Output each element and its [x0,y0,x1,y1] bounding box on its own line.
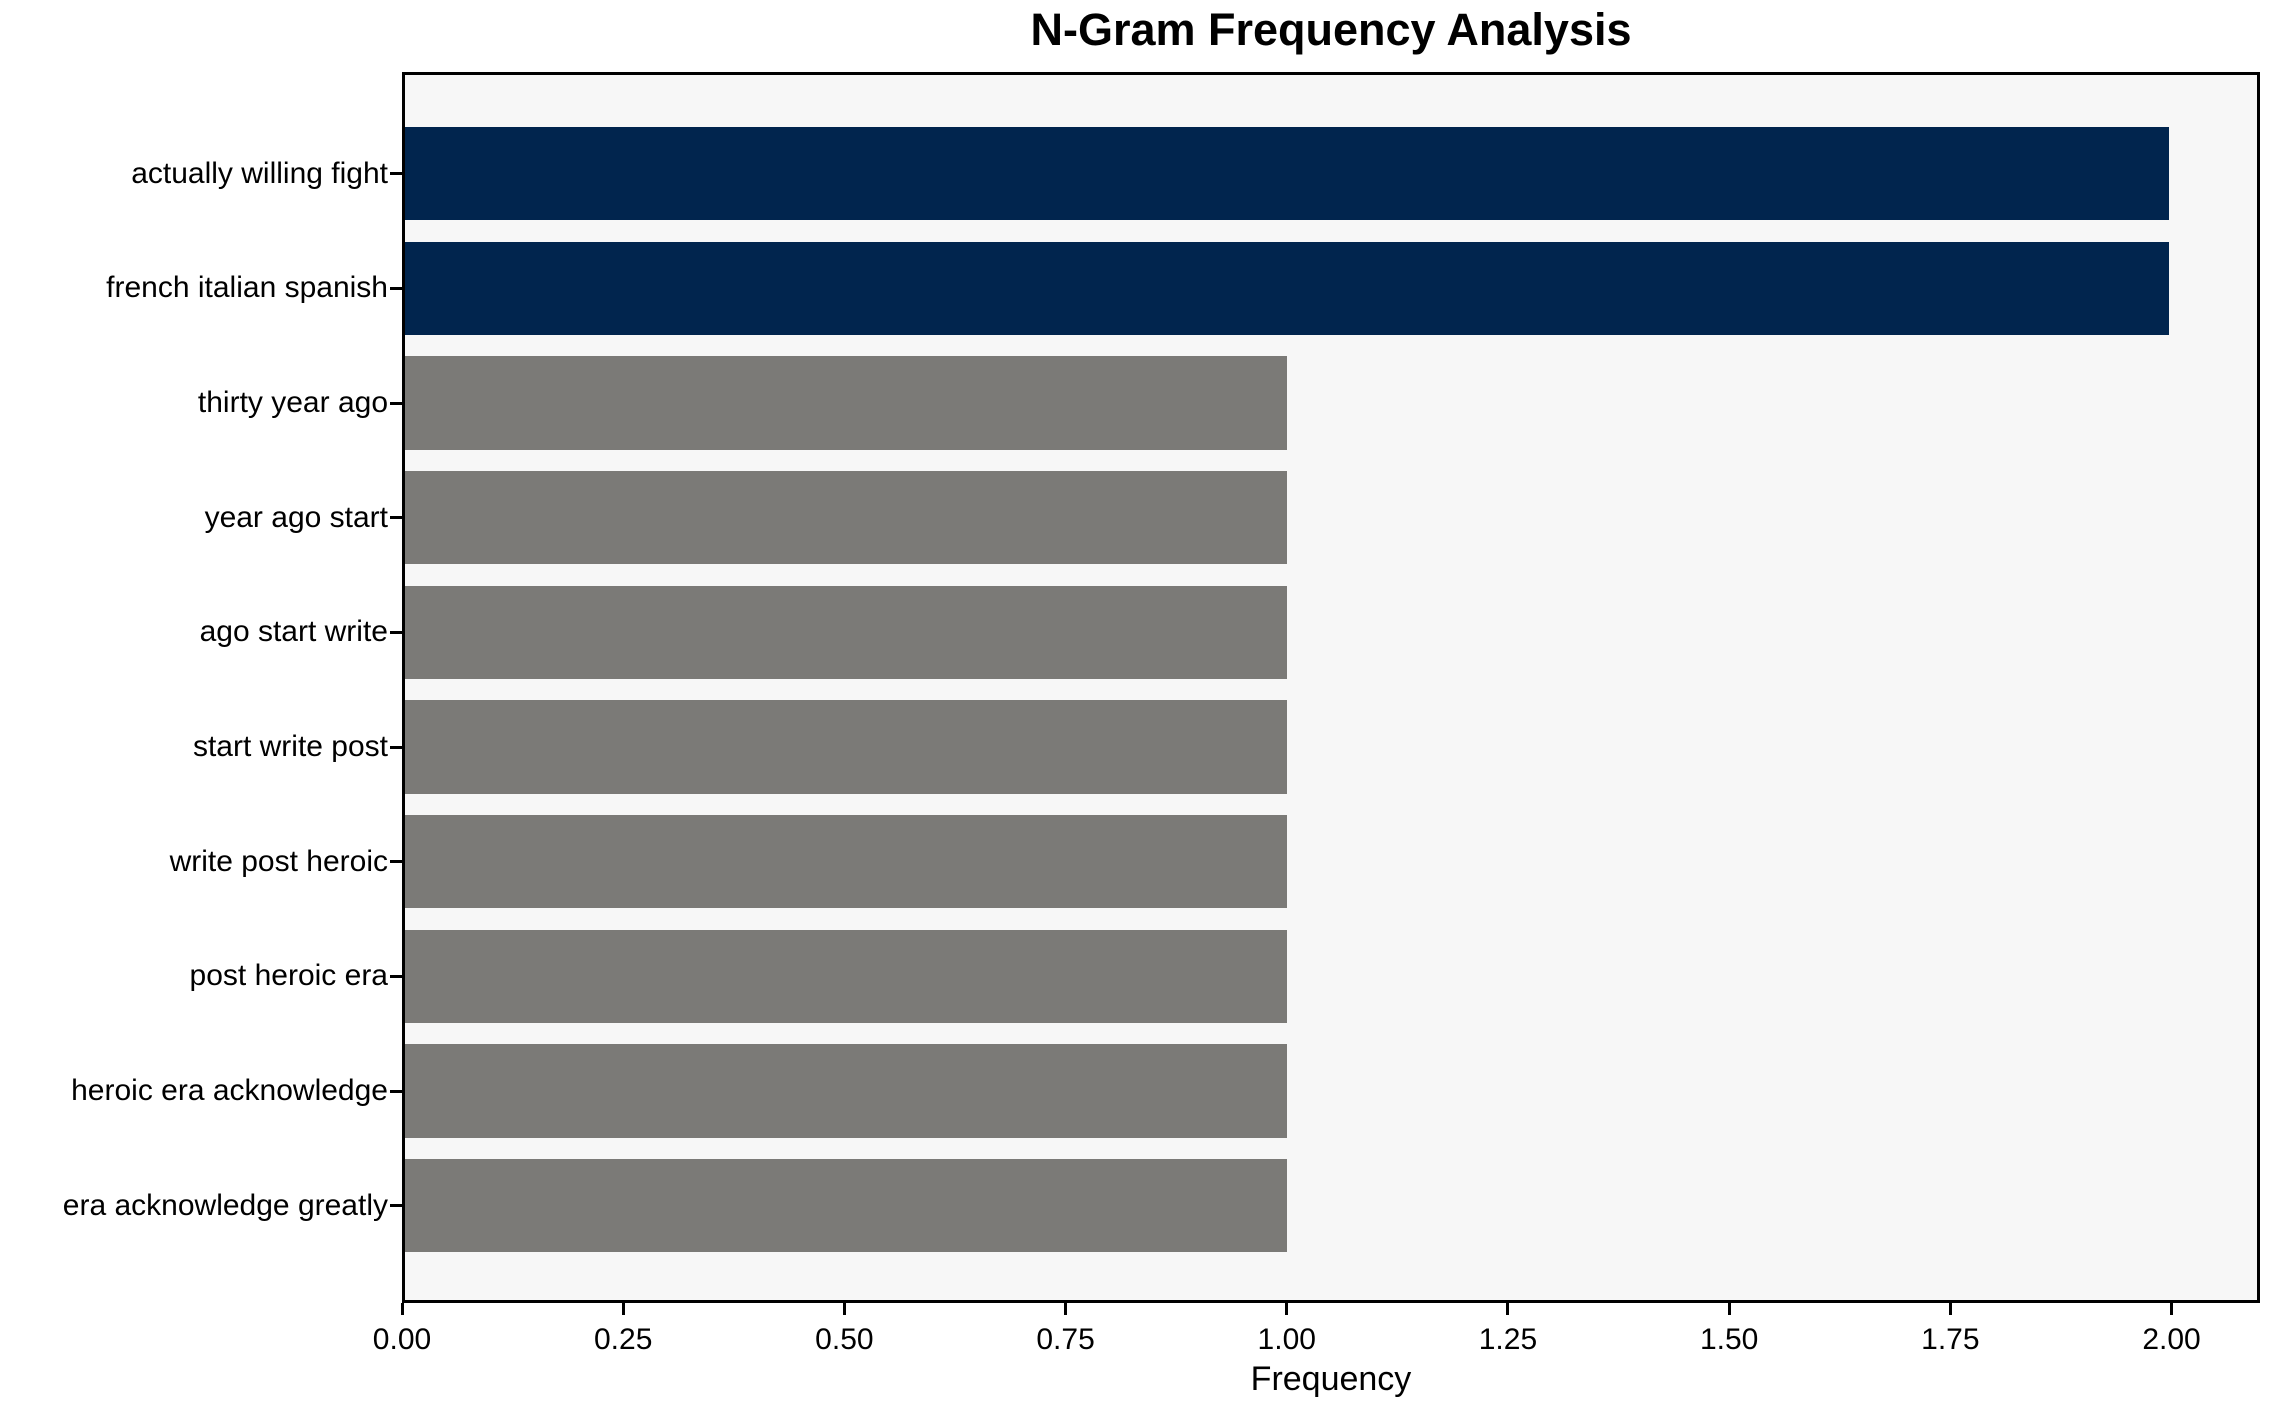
bar [405,815,1287,909]
x-tick-label: 1.75 [1921,1323,1980,1356]
y-tick-label: heroic era acknowledge [71,1074,388,1108]
x-tick-label: 0.25 [593,1323,653,1356]
y-tick-mark [390,860,402,864]
y-tick-mark [390,974,402,978]
y-tick-label: ago start write [199,615,388,649]
x-tick-mark [2170,1303,2174,1315]
x-tick-label: 1.25 [1478,1323,1538,1356]
bar [405,241,2169,336]
chart-title: N-Gram Frequency Analysis [1030,4,1632,55]
x-tick-label: 1.00 [1257,1323,1316,1356]
y-tick-label: post heroic era [189,959,388,993]
y-tick-mark [390,401,402,405]
bar [405,700,1287,794]
bar [405,356,1287,450]
y-tick-label: year ago start [204,500,388,534]
x-tick-label: 1.50 [1699,1323,1759,1356]
y-tick-label: era acknowledge greatly [62,1188,388,1222]
x-tick-label: 0.00 [372,1323,432,1356]
y-tick-mark [390,286,402,290]
y-tick-mark [390,630,402,634]
bar [405,471,1287,565]
y-tick-label: write post heroic [169,844,388,878]
y-tick-label: start write post [192,730,388,764]
x-tick-mark [1064,1303,1068,1315]
y-tick-mark [390,516,402,520]
y-tick-mark [390,745,402,749]
y-tick-label: thirty year ago [197,386,388,420]
bar [405,1159,1287,1253]
x-tick-mark [1727,1303,1731,1315]
bar [405,1044,1287,1138]
x-axis-label: Frequency [1250,1360,1412,1398]
bar [405,127,2169,221]
x-tick-mark [1285,1303,1289,1315]
x-tick-mark [1506,1303,1510,1315]
plot-area [402,72,2260,1303]
x-tick-label: 0.75 [1036,1323,1095,1356]
y-tick-label: actually willing fight [131,156,388,190]
y-tick-label: french italian spanish [106,271,388,305]
x-tick-label: 0.50 [815,1323,874,1356]
y-tick-mark [390,172,402,176]
y-tick-mark [390,1089,402,1093]
bar [405,929,1287,1024]
bar [405,585,1287,680]
x-tick-mark [842,1303,846,1315]
y-tick-mark [390,1204,402,1208]
x-tick-mark [400,1303,404,1315]
x-tick-mark [1948,1303,1952,1315]
x-tick-label: 2.00 [2142,1323,2201,1356]
x-tick-mark [621,1303,625,1315]
